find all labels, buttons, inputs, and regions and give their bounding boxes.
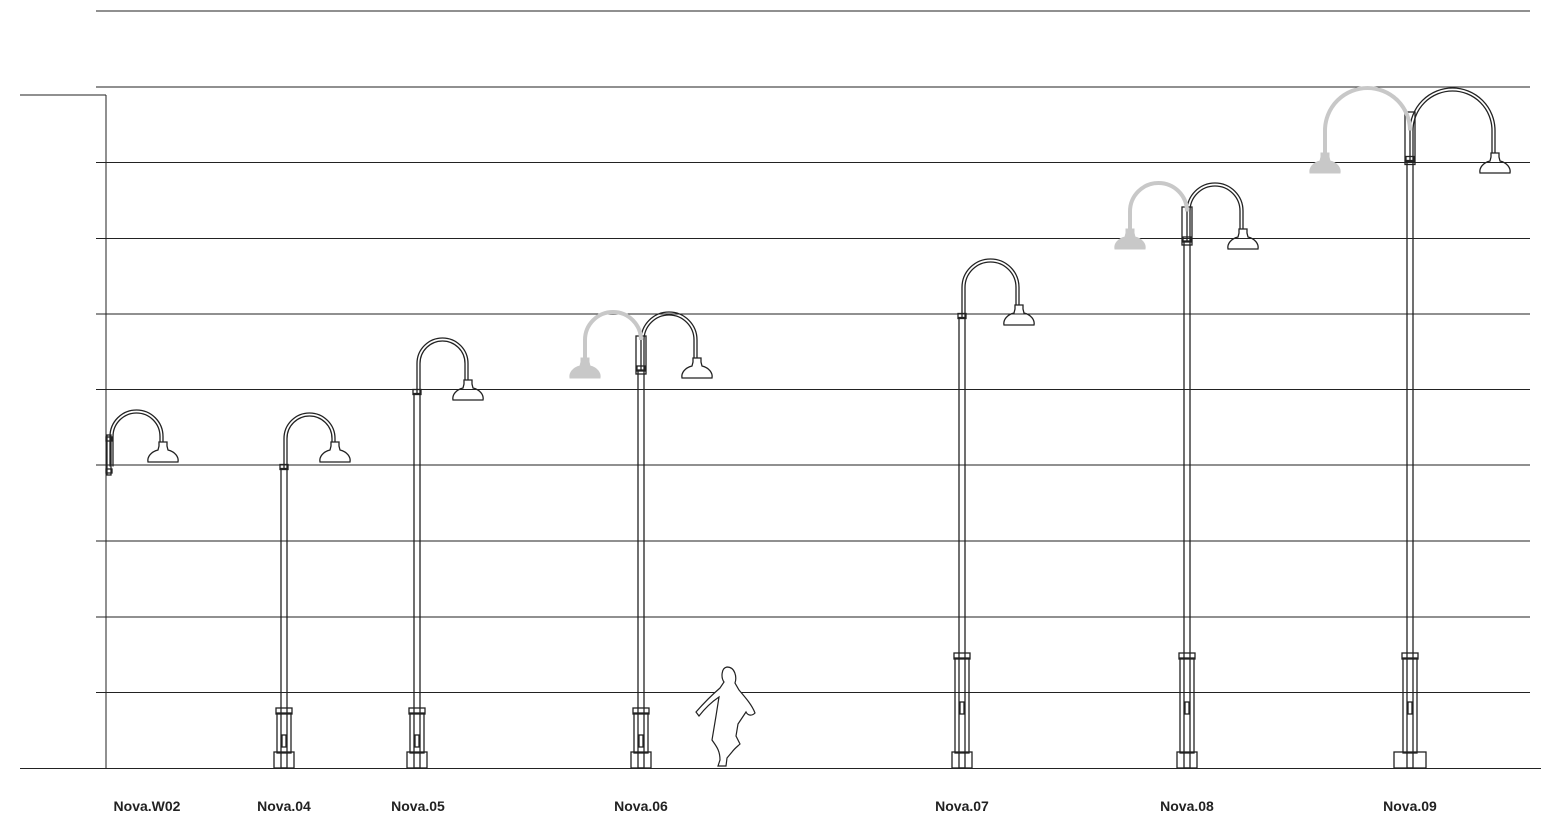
product-label: Nova.06 xyxy=(614,798,668,814)
pole xyxy=(413,392,421,769)
ghost-shade xyxy=(1309,152,1341,174)
person-silhouette xyxy=(695,666,756,767)
collar xyxy=(1405,155,1415,163)
pole-base xyxy=(1179,657,1195,754)
pole-base xyxy=(1402,657,1418,754)
labels: Nova.W02 Nova.04 Nova.05 Nova.06 Nova.07 Nova… xyxy=(114,798,1438,814)
collar xyxy=(1182,236,1192,243)
shade xyxy=(1479,152,1511,174)
lamp xyxy=(105,409,179,476)
ghost-arm xyxy=(1114,181,1189,250)
collar xyxy=(279,463,289,471)
bracket-clip xyxy=(105,468,113,474)
arm-inner xyxy=(1412,90,1493,161)
plinth xyxy=(1176,751,1198,769)
pole xyxy=(1183,240,1191,769)
shade xyxy=(452,379,484,401)
arm xyxy=(1186,182,1244,241)
crossbar-mount xyxy=(1404,111,1416,166)
ghost-arc xyxy=(583,310,643,358)
door xyxy=(638,734,644,748)
arm-inner xyxy=(643,314,695,370)
arm xyxy=(109,409,164,467)
arm xyxy=(640,311,698,370)
lamp xyxy=(951,258,1035,769)
arm xyxy=(961,258,1020,318)
bracket-clip xyxy=(105,436,113,442)
grid xyxy=(20,10,1541,769)
base-ring xyxy=(275,707,293,715)
pole xyxy=(280,467,288,769)
door xyxy=(281,734,287,748)
plinth xyxy=(406,751,428,769)
base-ring xyxy=(953,652,971,660)
base-ring xyxy=(1401,652,1419,660)
pole xyxy=(1406,159,1414,769)
collar xyxy=(412,388,422,396)
base-ring xyxy=(408,707,426,715)
lamp xyxy=(406,337,484,769)
ghost-arc xyxy=(1323,86,1412,153)
product-label: Nova.W02 xyxy=(114,798,181,814)
base-ring xyxy=(1178,652,1196,660)
door xyxy=(1407,701,1413,715)
ghost-shade xyxy=(569,357,601,379)
shade xyxy=(319,441,351,463)
lamp xyxy=(273,412,351,769)
ghost-arm xyxy=(569,310,643,379)
product-label: Nova.05 xyxy=(391,798,445,814)
door xyxy=(414,734,420,748)
door xyxy=(1184,701,1190,715)
lamps xyxy=(105,86,1511,769)
arm-inner xyxy=(964,261,1017,318)
product-label: Nova.08 xyxy=(1160,798,1214,814)
arm-inner xyxy=(112,412,161,467)
arm-inner xyxy=(419,340,466,394)
pole xyxy=(958,316,966,769)
person xyxy=(695,666,756,767)
wall-bracket xyxy=(106,434,112,476)
product-label: Nova.07 xyxy=(935,798,989,814)
ghost-arc xyxy=(1128,181,1189,229)
product-label: Nova.04 xyxy=(257,798,311,814)
shade xyxy=(1227,228,1259,250)
arm-inner xyxy=(286,415,333,469)
lamp xyxy=(630,311,713,769)
shade xyxy=(147,441,179,463)
shade xyxy=(1003,304,1035,326)
arm-inner xyxy=(1189,185,1241,241)
product-label: Nova.09 xyxy=(1383,798,1437,814)
pole-base xyxy=(276,712,292,754)
arm xyxy=(283,412,336,469)
ghost-shade xyxy=(1114,228,1146,250)
base-ring xyxy=(632,707,650,715)
plinth xyxy=(630,751,652,769)
collar xyxy=(636,365,646,372)
collar xyxy=(957,312,967,320)
pole-base xyxy=(633,712,649,754)
shade xyxy=(681,357,713,379)
plinth xyxy=(273,751,295,769)
door xyxy=(959,701,965,715)
ghost-arm xyxy=(1309,86,1412,174)
arm xyxy=(416,337,469,394)
plinth xyxy=(951,751,973,769)
plinth xyxy=(1393,751,1427,769)
lamp xyxy=(1393,87,1511,769)
pole-base xyxy=(954,657,970,754)
arm xyxy=(1409,87,1496,161)
lamp xyxy=(1176,182,1259,769)
pole-base xyxy=(409,712,425,754)
